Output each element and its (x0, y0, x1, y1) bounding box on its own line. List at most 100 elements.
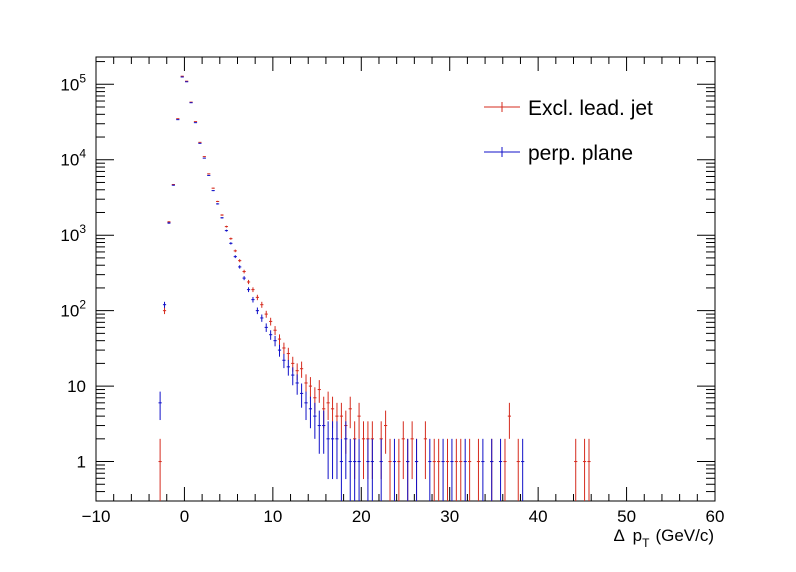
data-point (388, 438, 392, 501)
data-point (260, 301, 264, 308)
data-point (463, 438, 467, 501)
x-tick-label: 40 (529, 507, 548, 526)
data-point (269, 317, 273, 326)
data-point (158, 391, 162, 421)
data-point (348, 438, 352, 501)
data-point (339, 438, 343, 501)
data-point (468, 438, 472, 501)
y-tick-label: 102 (60, 298, 86, 321)
data-point (238, 259, 242, 263)
data-point (392, 438, 397, 501)
data-point (441, 438, 445, 501)
y-tick-labels: 1 10 102 103 104 105 (60, 71, 86, 471)
data-point (242, 269, 246, 274)
data-point (437, 438, 441, 501)
data-point (246, 279, 251, 285)
data-point (406, 438, 410, 501)
data-point (286, 359, 290, 376)
data-point (251, 287, 255, 293)
data-point (370, 438, 374, 501)
data-point (326, 421, 330, 480)
data-point (574, 438, 578, 501)
data-point (277, 344, 282, 357)
data-point (242, 276, 246, 281)
data-point (171, 184, 175, 186)
data-point (202, 157, 206, 159)
data-point (246, 287, 251, 293)
x-axis-title: Δ pT (GeV/c) (613, 526, 714, 550)
data-point (401, 421, 405, 480)
data-point (215, 203, 220, 205)
x-tick-label: 50 (617, 507, 636, 526)
series-perp-plane (158, 76, 525, 501)
data-point (339, 402, 343, 439)
data-point (277, 334, 282, 345)
data-point (215, 200, 220, 203)
data-point (238, 265, 242, 269)
data-point (286, 347, 290, 361)
x-tick-label: 20 (352, 507, 371, 526)
data-point (361, 421, 366, 480)
x-tick-label: 10 (263, 507, 282, 526)
data-point (255, 294, 259, 301)
data-point (260, 314, 264, 322)
data-point (255, 307, 259, 315)
data-point (317, 380, 321, 403)
data-point (282, 353, 286, 369)
data-point (348, 396, 352, 429)
data-point (450, 438, 454, 501)
data-point (299, 361, 304, 378)
data-point (202, 156, 206, 158)
data-point (481, 438, 485, 501)
data-point (158, 438, 162, 501)
data-point (211, 187, 215, 189)
data-point (326, 391, 330, 421)
data-point (414, 438, 419, 501)
data-point (507, 402, 512, 439)
data-point (366, 438, 370, 501)
data-point (454, 438, 458, 501)
x-tick-label: 30 (440, 507, 459, 526)
x-axis-title-subscript: T (642, 536, 650, 550)
data-point (353, 438, 357, 501)
y-tick-label: 104 (60, 147, 86, 170)
data-point (397, 438, 401, 501)
data-point (304, 374, 308, 395)
x-axis-title-p: p (633, 526, 642, 545)
legend-label-perp-plane: perp. plane (528, 142, 633, 165)
data-point (211, 190, 215, 192)
plot-frame (95, 56, 716, 502)
data-point (379, 438, 383, 501)
data-point (233, 249, 237, 253)
data-point (503, 438, 507, 501)
data-point (167, 222, 171, 224)
data-point (335, 421, 339, 480)
data-point (273, 335, 277, 347)
data-point (344, 421, 348, 480)
data-point (521, 438, 525, 501)
data-point (304, 391, 308, 421)
data-point (207, 173, 211, 175)
data-point (269, 330, 273, 340)
data-point (384, 410, 388, 454)
data-point (220, 217, 224, 219)
data-point (233, 255, 237, 259)
data-point (220, 214, 224, 216)
data-point (423, 421, 427, 480)
data-point (498, 438, 503, 501)
data-point (229, 242, 233, 245)
data-point (313, 402, 317, 439)
data-point (322, 410, 326, 454)
data-point (357, 438, 361, 501)
x-tick-labels: −10 0 10 20 30 40 50 60 (82, 507, 725, 526)
x-axis-title-delta: Δ (613, 526, 624, 545)
series-layer (158, 75, 591, 501)
series-excl-lead-jet (158, 75, 591, 501)
legend-label-excl-lead-jet: Excl. lead. jet (528, 97, 653, 120)
y-tick-label: 103 (60, 222, 86, 245)
data-point (224, 229, 229, 232)
data-point (432, 438, 436, 501)
data-point (229, 237, 233, 240)
data-point (162, 301, 167, 308)
